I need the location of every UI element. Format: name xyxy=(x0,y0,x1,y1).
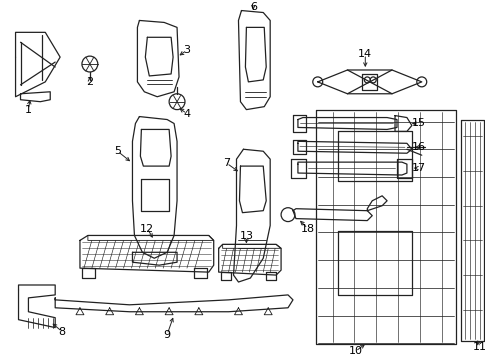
Text: 15: 15 xyxy=(411,118,425,129)
Text: 16: 16 xyxy=(411,142,425,152)
Text: 2: 2 xyxy=(86,77,93,87)
Text: 13: 13 xyxy=(239,231,253,242)
Text: 9: 9 xyxy=(163,329,170,339)
Text: 10: 10 xyxy=(347,346,362,356)
Text: 14: 14 xyxy=(358,49,371,59)
Text: 18: 18 xyxy=(300,224,314,234)
Text: 4: 4 xyxy=(183,109,190,118)
Text: 5: 5 xyxy=(114,146,121,156)
Text: 11: 11 xyxy=(472,342,486,352)
Text: 1: 1 xyxy=(25,105,32,114)
Text: 7: 7 xyxy=(223,158,230,168)
Text: 17: 17 xyxy=(411,163,425,173)
Text: 6: 6 xyxy=(249,1,256,12)
Text: 3: 3 xyxy=(183,45,190,55)
Text: 12: 12 xyxy=(140,224,154,234)
Text: 8: 8 xyxy=(59,327,65,337)
